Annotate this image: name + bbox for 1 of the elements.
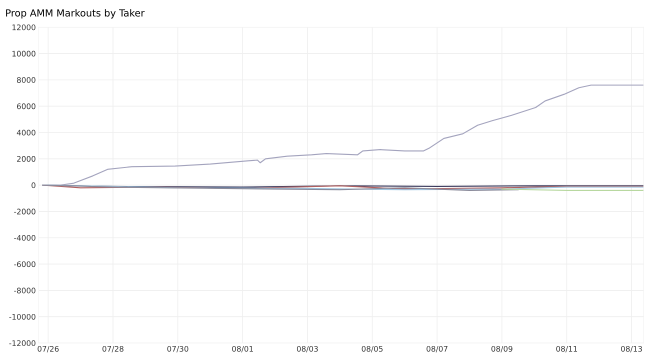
chart-title: Prop AMM Markouts by Taker <box>6 9 145 18</box>
